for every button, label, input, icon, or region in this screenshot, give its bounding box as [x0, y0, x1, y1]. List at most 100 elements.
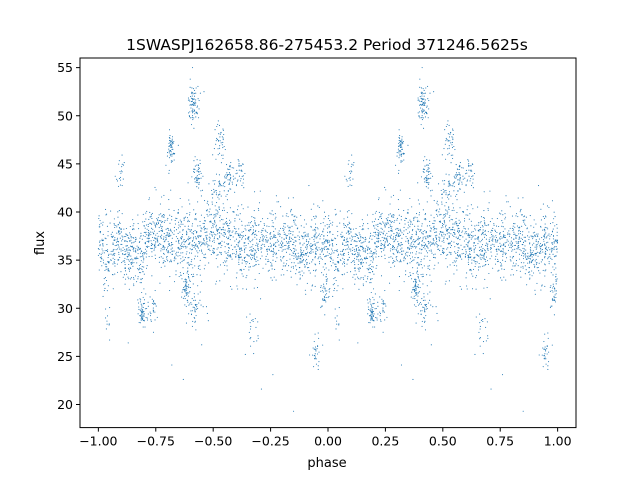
data-point	[264, 229, 266, 231]
data-point	[104, 277, 107, 279]
data-point	[128, 278, 130, 280]
data-point	[503, 234, 505, 236]
data-point	[540, 252, 542, 254]
data-point	[146, 253, 148, 255]
data-point	[400, 155, 403, 157]
data-point	[505, 252, 507, 254]
data-point	[395, 164, 397, 166]
data-point	[161, 234, 163, 236]
data-point	[518, 229, 520, 231]
data-point	[388, 227, 390, 229]
data-point	[433, 220, 435, 222]
data-point	[547, 368, 549, 370]
data-point	[417, 292, 419, 294]
data-point	[238, 160, 240, 162]
data-point	[493, 236, 495, 238]
data-point	[553, 241, 555, 243]
data-point	[299, 274, 301, 276]
data-point	[556, 240, 558, 242]
data-point	[438, 183, 440, 185]
data-point	[349, 237, 351, 239]
data-point	[206, 240, 208, 242]
data-point	[223, 209, 225, 211]
data-point	[538, 244, 540, 246]
data-point	[179, 226, 181, 228]
data-point	[380, 275, 383, 277]
data-point	[238, 240, 240, 242]
data-point	[126, 245, 128, 247]
data-point	[194, 320, 196, 322]
data-point	[288, 197, 290, 199]
data-point	[97, 248, 99, 250]
data-point	[491, 236, 493, 238]
data-point	[249, 222, 252, 224]
data-point	[239, 218, 241, 220]
data-point	[166, 247, 169, 249]
data-point	[511, 257, 513, 259]
data-point	[161, 227, 163, 229]
data-point	[265, 230, 267, 232]
data-point	[389, 203, 391, 205]
data-point	[430, 230, 432, 232]
data-point	[430, 235, 432, 237]
data-points	[97, 67, 559, 412]
data-point	[129, 225, 131, 228]
data-point	[357, 249, 360, 251]
data-point	[411, 291, 413, 293]
data-point	[419, 96, 421, 98]
data-point	[379, 313, 382, 315]
data-point	[275, 246, 277, 248]
data-point	[129, 278, 132, 280]
data-point	[142, 318, 144, 320]
data-point	[124, 267, 126, 269]
data-point	[182, 289, 184, 291]
data-point	[266, 250, 268, 252]
data-point	[468, 160, 470, 162]
data-point	[509, 256, 511, 258]
data-point	[555, 267, 557, 269]
data-point	[369, 235, 371, 237]
data-point	[422, 244, 424, 246]
data-point	[283, 225, 285, 227]
data-point	[172, 244, 174, 246]
data-point	[552, 247, 554, 249]
data-point	[459, 239, 461, 241]
data-point	[112, 236, 114, 238]
data-point	[204, 264, 206, 266]
data-point	[273, 235, 275, 237]
data-point	[497, 258, 499, 260]
data-point	[432, 222, 434, 225]
data-point	[424, 236, 426, 238]
data-point	[194, 165, 196, 167]
data-point	[554, 240, 556, 242]
data-point	[348, 233, 350, 235]
data-point	[204, 220, 207, 222]
data-point	[375, 256, 377, 258]
data-point	[123, 274, 125, 276]
data-point	[373, 315, 375, 317]
data-point	[528, 236, 530, 238]
data-point	[161, 230, 163, 233]
data-point	[452, 234, 454, 236]
data-point	[370, 318, 372, 320]
data-point	[131, 229, 134, 231]
data-point	[218, 207, 220, 209]
data-point	[413, 238, 415, 241]
data-point	[288, 242, 290, 244]
data-point	[311, 245, 313, 247]
data-point	[411, 256, 414, 258]
data-point	[175, 258, 177, 260]
data-point	[411, 233, 413, 236]
data-point	[452, 223, 454, 225]
data-point	[265, 241, 267, 243]
data-point	[418, 303, 421, 305]
data-point	[546, 248, 548, 250]
data-point	[468, 164, 470, 166]
data-point	[99, 220, 101, 222]
data-point	[550, 305, 552, 307]
data-point	[160, 243, 162, 246]
data-point	[379, 247, 381, 249]
data-point	[534, 235, 536, 237]
data-point	[421, 325, 423, 327]
data-point	[457, 229, 459, 231]
